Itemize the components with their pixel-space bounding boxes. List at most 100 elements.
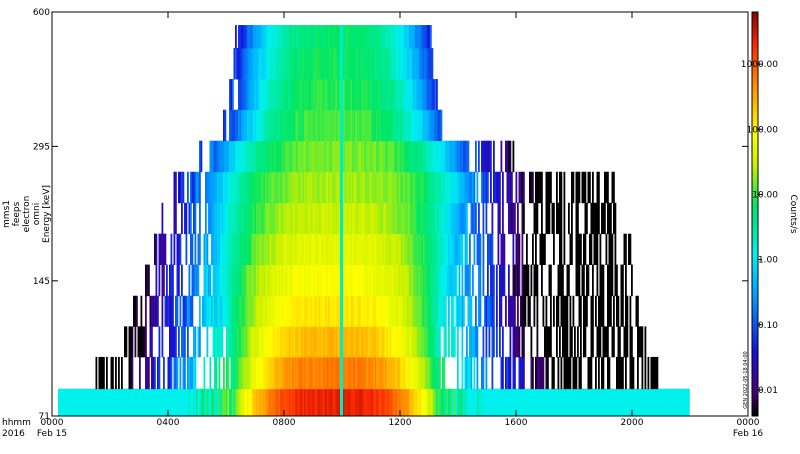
spectrogram-cell <box>281 79 284 111</box>
spectrogram-cell <box>221 295 224 327</box>
spectrogram-cell <box>331 388 333 417</box>
spectrogram-cell <box>566 326 569 358</box>
spectrogram-cell <box>305 388 308 417</box>
spectrogram-cell <box>376 79 378 111</box>
spectrogram-cell <box>215 356 218 390</box>
spectrogram-cell <box>625 233 627 265</box>
spectrogram-cell <box>115 356 117 390</box>
spectrogram-cell <box>452 233 455 265</box>
spectrogram-cell <box>586 264 588 297</box>
spectrogram-cell <box>386 25 389 49</box>
spectrogram-cell <box>619 388 621 417</box>
spectrogram-cell <box>280 233 282 265</box>
spectrogram-cell <box>325 25 327 49</box>
spectrogram-cell <box>161 202 164 235</box>
colorbar-segment <box>752 276 758 279</box>
spectrogram-cell <box>559 264 561 297</box>
spectrogram-cell <box>341 140 344 173</box>
spectrogram-cell <box>334 233 336 265</box>
spectrogram-cell <box>400 171 402 204</box>
spectrogram-cell <box>383 295 386 327</box>
spectrogram-cell <box>389 233 392 265</box>
spectrogram-cell <box>661 388 663 417</box>
spectrogram-cell <box>251 79 254 111</box>
spectrogram-cell <box>328 295 330 327</box>
spectrogram-cell <box>392 356 395 390</box>
spectrogram-cell <box>520 171 522 204</box>
spectrogram-cell <box>335 356 338 390</box>
spectrogram-cell <box>257 264 260 297</box>
spectrogram-cell <box>388 295 390 327</box>
spectrogram-cell <box>416 326 419 358</box>
spectrogram-cell <box>385 79 387 111</box>
spectrogram-cell <box>406 295 408 327</box>
spectrogram-cell <box>398 295 401 327</box>
spectrogram-cell <box>449 171 452 204</box>
spectrogram-cell <box>220 202 222 235</box>
spectrogram-cell <box>634 388 636 417</box>
colorbar-segment <box>752 216 758 219</box>
spectrogram-cell <box>478 233 480 265</box>
spectrogram-cell <box>310 171 312 204</box>
spectrogram-cell <box>128 388 131 417</box>
spectrogram-cell <box>605 388 608 417</box>
spectrogram-cell <box>389 25 392 49</box>
spectrogram-cell <box>215 326 218 358</box>
spectrogram-cell <box>421 264 423 297</box>
spectrogram-cell <box>133 295 135 327</box>
spectrogram-cell <box>298 356 300 390</box>
spectrogram-cell <box>209 388 212 417</box>
spectrogram-cell <box>140 295 143 327</box>
spectrogram-cell <box>290 25 293 49</box>
spectrogram-cell <box>329 25 332 49</box>
spectrogram-cell <box>602 295 605 327</box>
spectrogram-cell <box>188 356 191 390</box>
colorbar-segment <box>752 32 758 35</box>
spectrogram-cell <box>604 326 606 358</box>
spectrogram-cell <box>304 356 306 390</box>
spectrogram-cell <box>367 233 369 265</box>
spectrogram-cell <box>346 202 348 235</box>
spectrogram-cell <box>466 140 468 173</box>
spectrogram-cell <box>380 79 383 111</box>
colorbar-segment <box>752 70 758 73</box>
spectrogram-cell <box>325 48 327 80</box>
spectrogram-cell <box>526 264 528 297</box>
spectrogram-cell <box>373 264 375 297</box>
spectrogram-cell <box>389 326 392 358</box>
spectrogram-cell <box>334 109 336 142</box>
spectrogram-cell <box>428 326 431 358</box>
x-tick-label: 2000 <box>621 418 644 428</box>
spectrogram-cell <box>158 264 161 297</box>
spectrogram-cell <box>188 388 191 417</box>
spectrogram-cell <box>395 140 398 173</box>
spectrogram-cell <box>389 388 392 417</box>
spectrogram-cell <box>535 388 537 417</box>
spectrogram-cell <box>403 326 405 358</box>
spectrogram-cell <box>421 140 423 173</box>
spectrogram-cell <box>296 109 299 142</box>
colorbar-segment <box>752 58 758 61</box>
spectrogram-cell <box>431 109 434 142</box>
spectrogram-cell <box>64 388 66 417</box>
spectrogram-cell <box>335 388 338 417</box>
spectrogram-cell <box>508 356 510 390</box>
spectrogram-cell <box>295 202 297 235</box>
spectrogram-cell <box>283 48 285 80</box>
spectrogram-cell <box>218 356 221 390</box>
spectrogram-cell <box>644 356 647 390</box>
spectrogram-cell <box>239 109 242 142</box>
colorbar-segment <box>752 396 758 399</box>
spectrogram-cell <box>310 109 312 142</box>
spectrogram-cell <box>244 79 246 111</box>
spectrogram-cell <box>637 295 639 327</box>
spectrogram-cell <box>514 295 516 327</box>
spectrogram-cell <box>334 326 336 358</box>
spectrogram-cell <box>412 295 414 327</box>
spectrogram-cell <box>226 233 228 265</box>
spectrogram-cell <box>224 109 227 142</box>
x-tick-label: 0000 <box>41 418 64 428</box>
spectrogram-cell <box>281 326 284 358</box>
colorbar-segment <box>752 142 758 145</box>
spectrogram-cell <box>386 233 389 265</box>
